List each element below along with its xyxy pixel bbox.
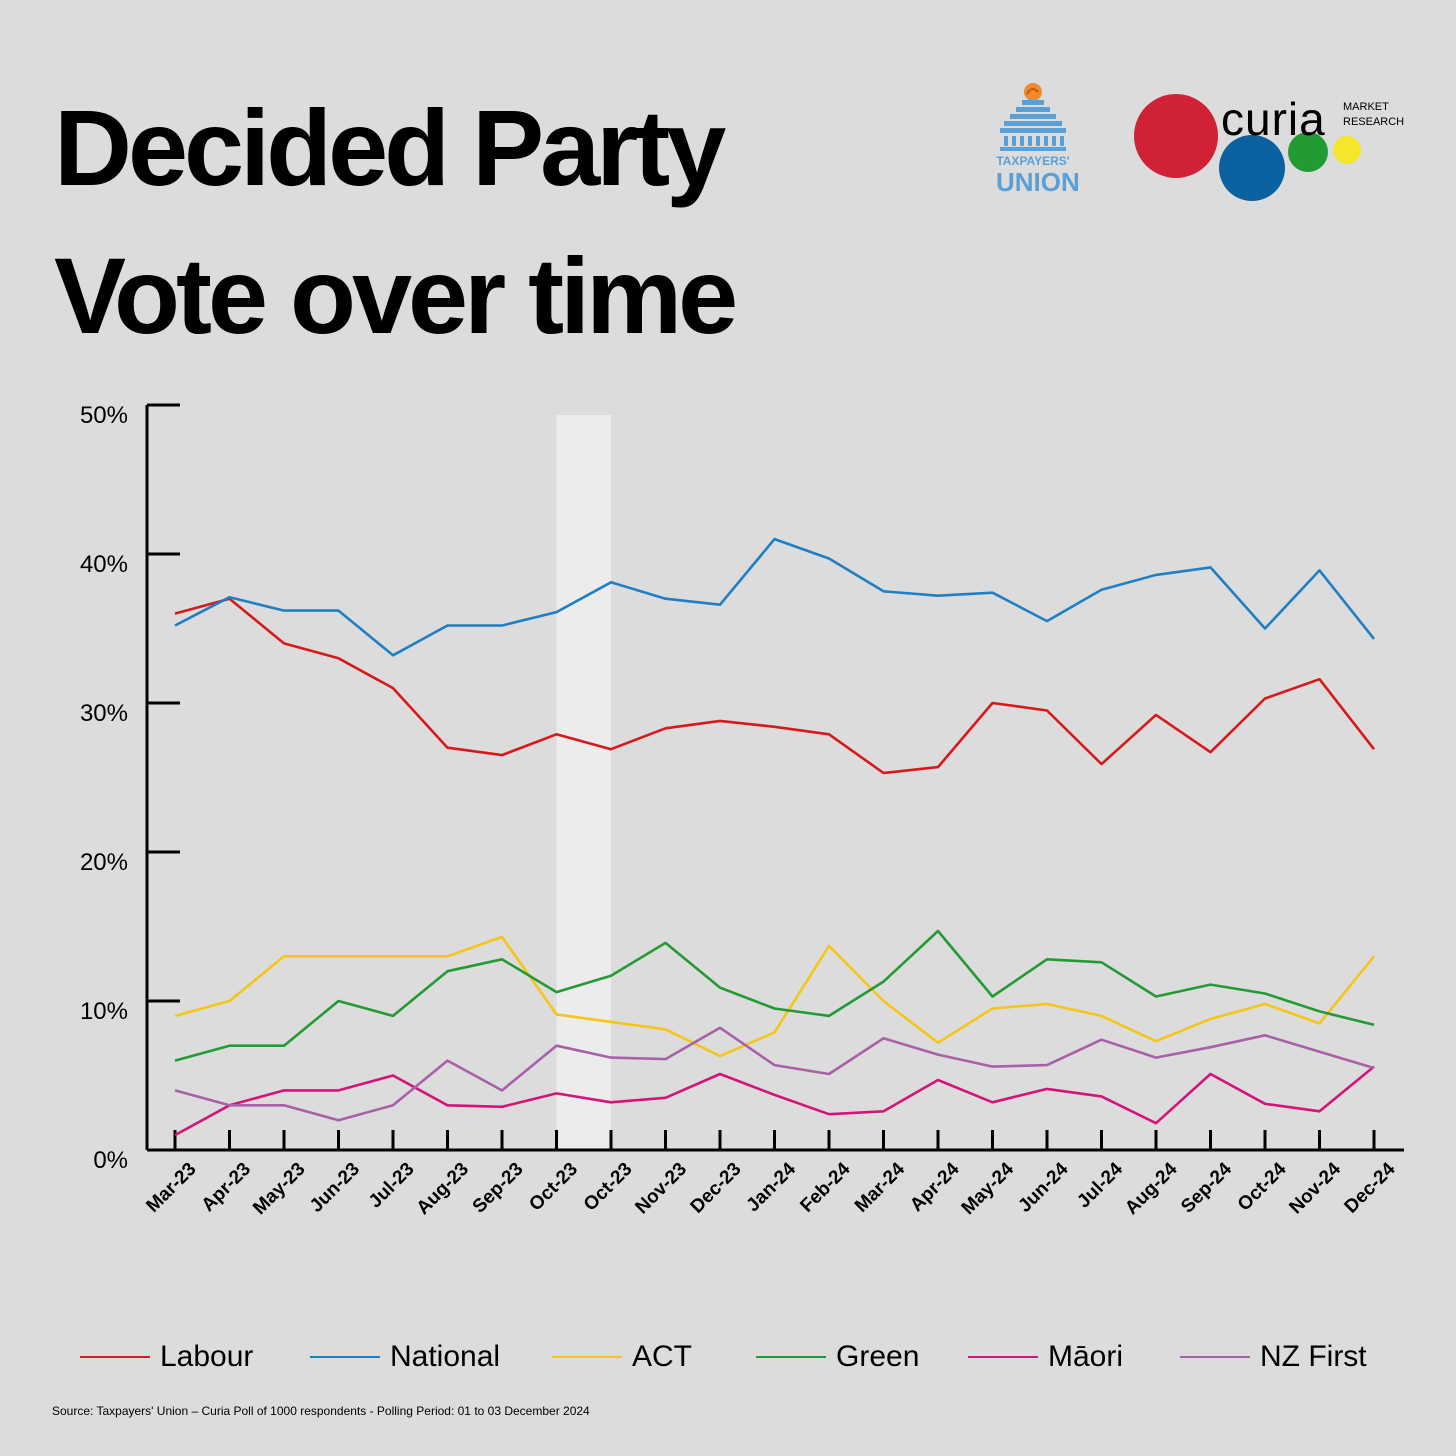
x-tick-label: Mar-23 bbox=[142, 1159, 200, 1217]
y-tick-label: 40% bbox=[80, 551, 128, 578]
legend-label: National bbox=[390, 1340, 501, 1373]
series-line-national bbox=[174, 537, 1376, 657]
source-note: Source: Taxpayers' Union – Curia Poll of… bbox=[52, 1404, 590, 1418]
title-line-1: Decided Party bbox=[54, 87, 726, 208]
chart-legend: Labour National ACT Green Māori NZ First bbox=[80, 1336, 1400, 1380]
x-tick-label: May-23 bbox=[249, 1159, 309, 1219]
legend-label: NZ First bbox=[1260, 1340, 1367, 1373]
legend-swatch bbox=[552, 1356, 622, 1358]
series-line-green bbox=[174, 929, 1375, 1062]
page-title: Decided Party Vote over time bbox=[54, 74, 738, 370]
legend-label: Labour bbox=[160, 1340, 254, 1373]
x-tick-label: Jul-23 bbox=[365, 1159, 419, 1213]
legend-swatch bbox=[968, 1356, 1038, 1358]
x-tick-label: Dec-24 bbox=[1341, 1158, 1400, 1217]
x-tick-label: Sep-23 bbox=[469, 1159, 528, 1218]
y-tick-label: 50% bbox=[80, 402, 128, 429]
x-tick-label: Feb-24 bbox=[796, 1158, 854, 1216]
x-tick-label: May-24 bbox=[958, 1158, 1019, 1219]
y-tick-label: 10% bbox=[80, 998, 128, 1025]
legend-label: ACT bbox=[632, 1340, 692, 1373]
highlight-band bbox=[556, 415, 611, 1150]
series-line-m-ori bbox=[174, 1065, 1375, 1137]
y-tick-label: 20% bbox=[80, 849, 128, 876]
series-line-labour bbox=[174, 597, 1376, 775]
legend-swatch bbox=[80, 1356, 150, 1358]
x-tick-label: Sep-24 bbox=[1177, 1158, 1236, 1217]
x-tick-label: Nov-23 bbox=[631, 1159, 691, 1219]
x-tick-label: Apr-23 bbox=[198, 1159, 255, 1216]
taxpayers-union-wordmark: TAXPAYERS' UNION bbox=[996, 154, 1080, 197]
curia-subtitle: MARKET RESEARCH bbox=[1343, 100, 1404, 130]
legend-label: Green bbox=[836, 1340, 920, 1373]
x-tick-label: Dec-23 bbox=[687, 1159, 746, 1218]
taxpayers-union-logo bbox=[1000, 83, 1066, 151]
x-tick-label: Jun-23 bbox=[306, 1159, 364, 1217]
legend-label: Māori bbox=[1048, 1340, 1124, 1373]
y-tick-label: 0% bbox=[93, 1147, 128, 1174]
legend-swatch bbox=[756, 1356, 826, 1358]
curia-logo bbox=[1134, 94, 1361, 201]
x-tick-label: Jul-24 bbox=[1073, 1158, 1127, 1212]
curia-market-text: MARKET bbox=[1343, 101, 1389, 113]
title-line-2: Vote over time bbox=[54, 235, 738, 356]
taxpayers-text: TAXPAYERS' bbox=[996, 154, 1070, 168]
series-line-act bbox=[174, 935, 1376, 1058]
legend-swatch bbox=[1180, 1356, 1250, 1358]
curia-wordmark: curia bbox=[1221, 93, 1326, 145]
x-tick-label: Oct-23 bbox=[580, 1159, 637, 1216]
y-tick-label: 30% bbox=[80, 700, 128, 727]
union-text: UNION bbox=[996, 167, 1080, 197]
x-tick-label: Oct-23 bbox=[525, 1159, 582, 1216]
x-tick-label: Aug-24 bbox=[1121, 1158, 1182, 1219]
curia-research-text: RESEARCH bbox=[1343, 116, 1405, 128]
x-tick-label: Jan-24 bbox=[743, 1158, 801, 1216]
x-tick-label: Mar-24 bbox=[851, 1158, 909, 1216]
x-tick-label: Jun-24 bbox=[1014, 1158, 1072, 1216]
x-tick-label: Oct-24 bbox=[1234, 1158, 1291, 1215]
legend-swatch bbox=[310, 1356, 380, 1358]
x-tick-label: Nov-24 bbox=[1285, 1158, 1345, 1218]
x-tick-label: Aug-23 bbox=[413, 1159, 473, 1219]
series-line-nz-first bbox=[174, 1026, 1375, 1122]
x-tick-label: Apr-24 bbox=[906, 1158, 964, 1216]
